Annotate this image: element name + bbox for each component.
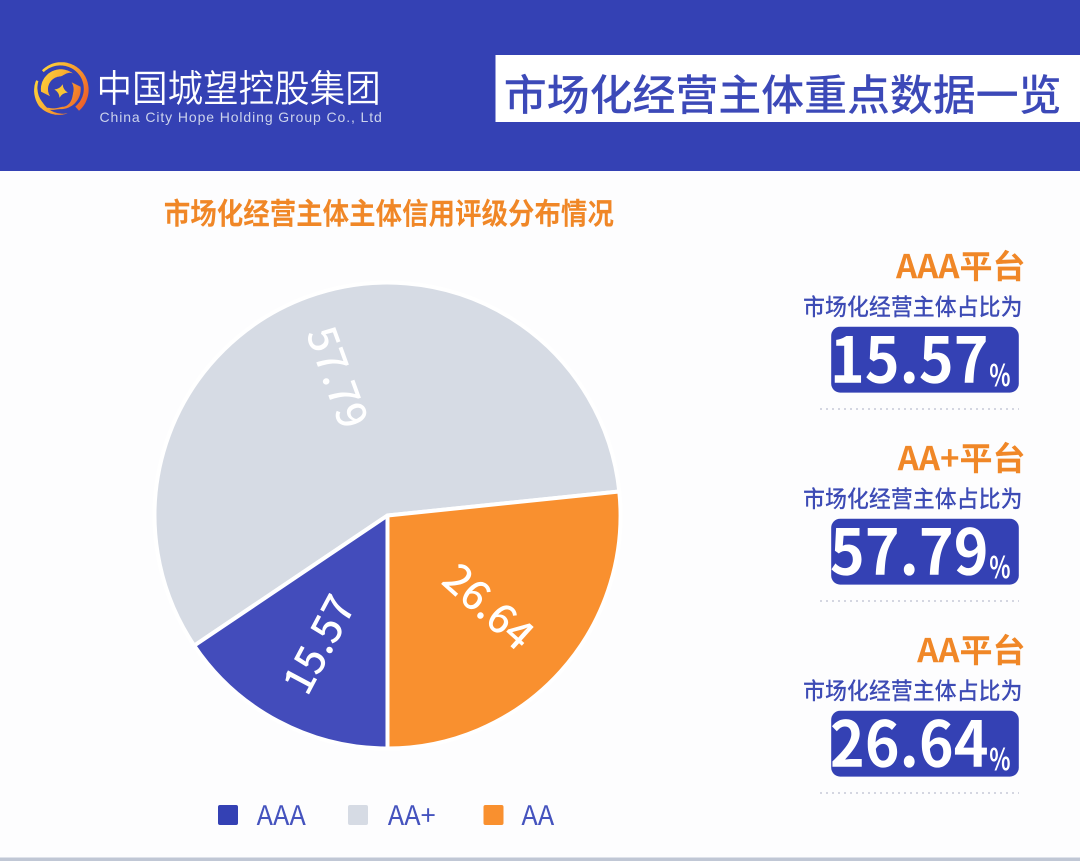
svg-text:China City Hope Holding Group: China City Hope Holding Group Co., Ltd [100, 109, 383, 125]
